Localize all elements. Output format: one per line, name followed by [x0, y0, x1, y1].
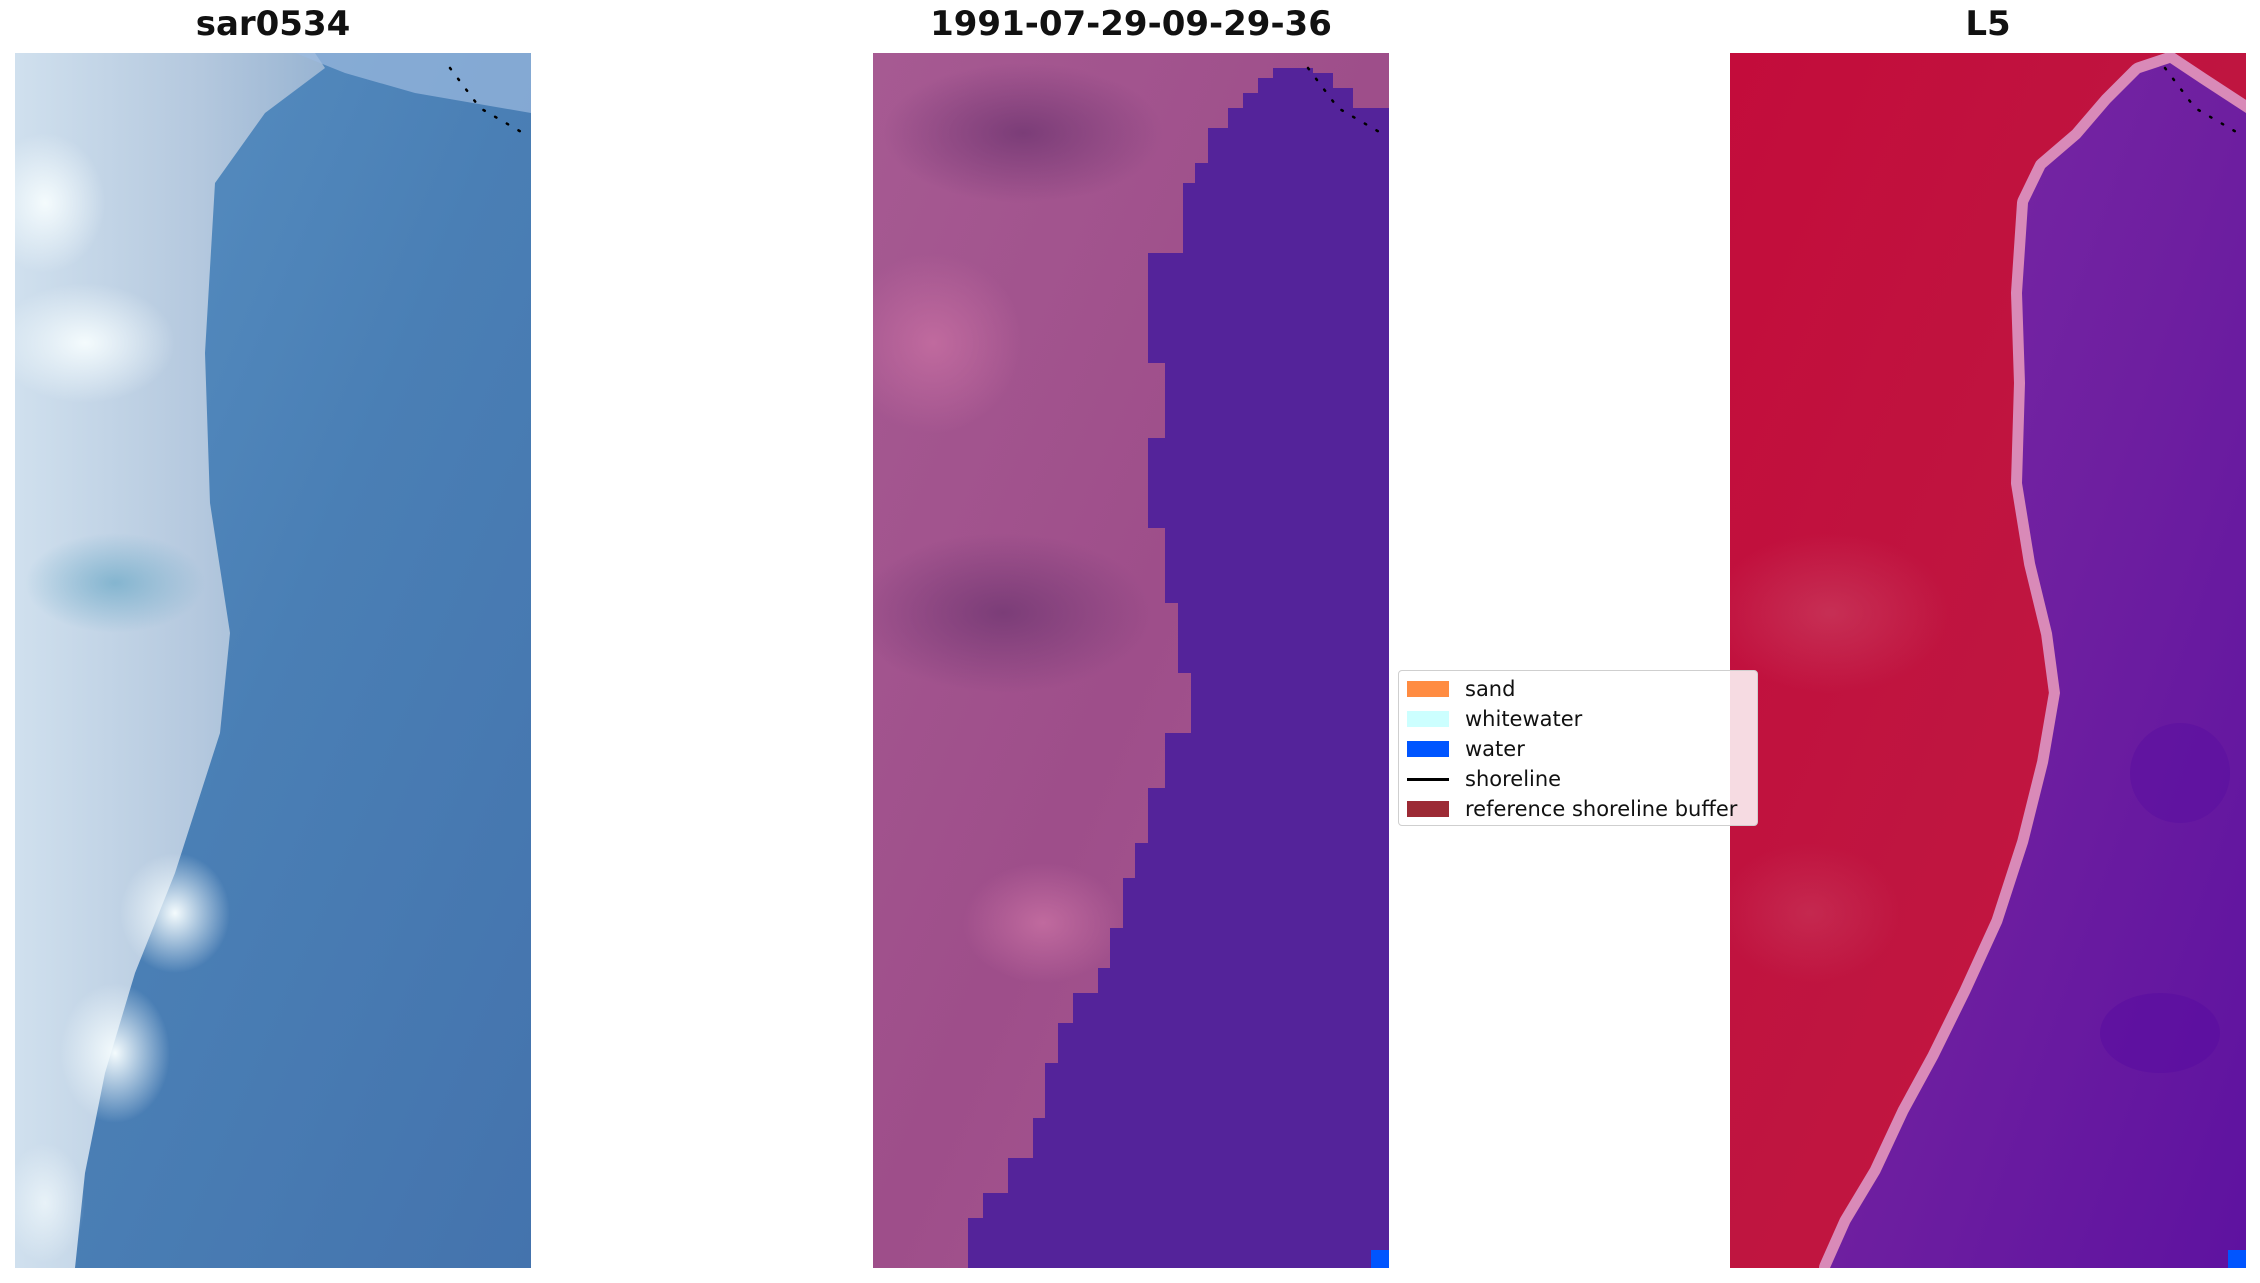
legend-label-sand: sand: [1465, 677, 1516, 701]
water-swatch: [1407, 741, 1449, 757]
legend-label-whitewater: whitewater: [1465, 707, 1583, 731]
panel-title-rgb: sar0534: [195, 4, 351, 44]
classified-image-panel: [873, 53, 1389, 1268]
mndwi-image: [1730, 53, 2246, 1268]
mndwi-image-panel: [1730, 53, 2246, 1268]
legend-label-water: water: [1465, 737, 1525, 761]
legend-item-whitewater: whitewater: [1407, 705, 1582, 733]
reference-buffer-swatch: [1407, 801, 1449, 817]
classified-image: [873, 53, 1389, 1268]
whitewater-swatch: [1407, 711, 1449, 727]
legend-item-shoreline: shoreline: [1407, 765, 1561, 793]
rgb-image-panel: [15, 53, 531, 1268]
panel-title-mndwi: L5: [1965, 4, 2011, 44]
legend-label-reference-buffer: reference shoreline buffer: [1465, 797, 1738, 821]
legend: sand whitewater water shoreline referenc…: [1398, 670, 1758, 826]
shoreline-line-swatch: [1407, 777, 1449, 781]
legend-item-water: water: [1407, 735, 1525, 763]
rgb-image: [15, 53, 531, 1268]
legend-item-sand: sand: [1407, 675, 1515, 703]
panel-title-classified: 1991-07-29-09-29-36: [930, 4, 1332, 44]
legend-label-shoreline: shoreline: [1465, 767, 1562, 791]
legend-item-reference-buffer: reference shoreline buffer: [1407, 795, 1737, 823]
sand-swatch: [1407, 681, 1449, 697]
